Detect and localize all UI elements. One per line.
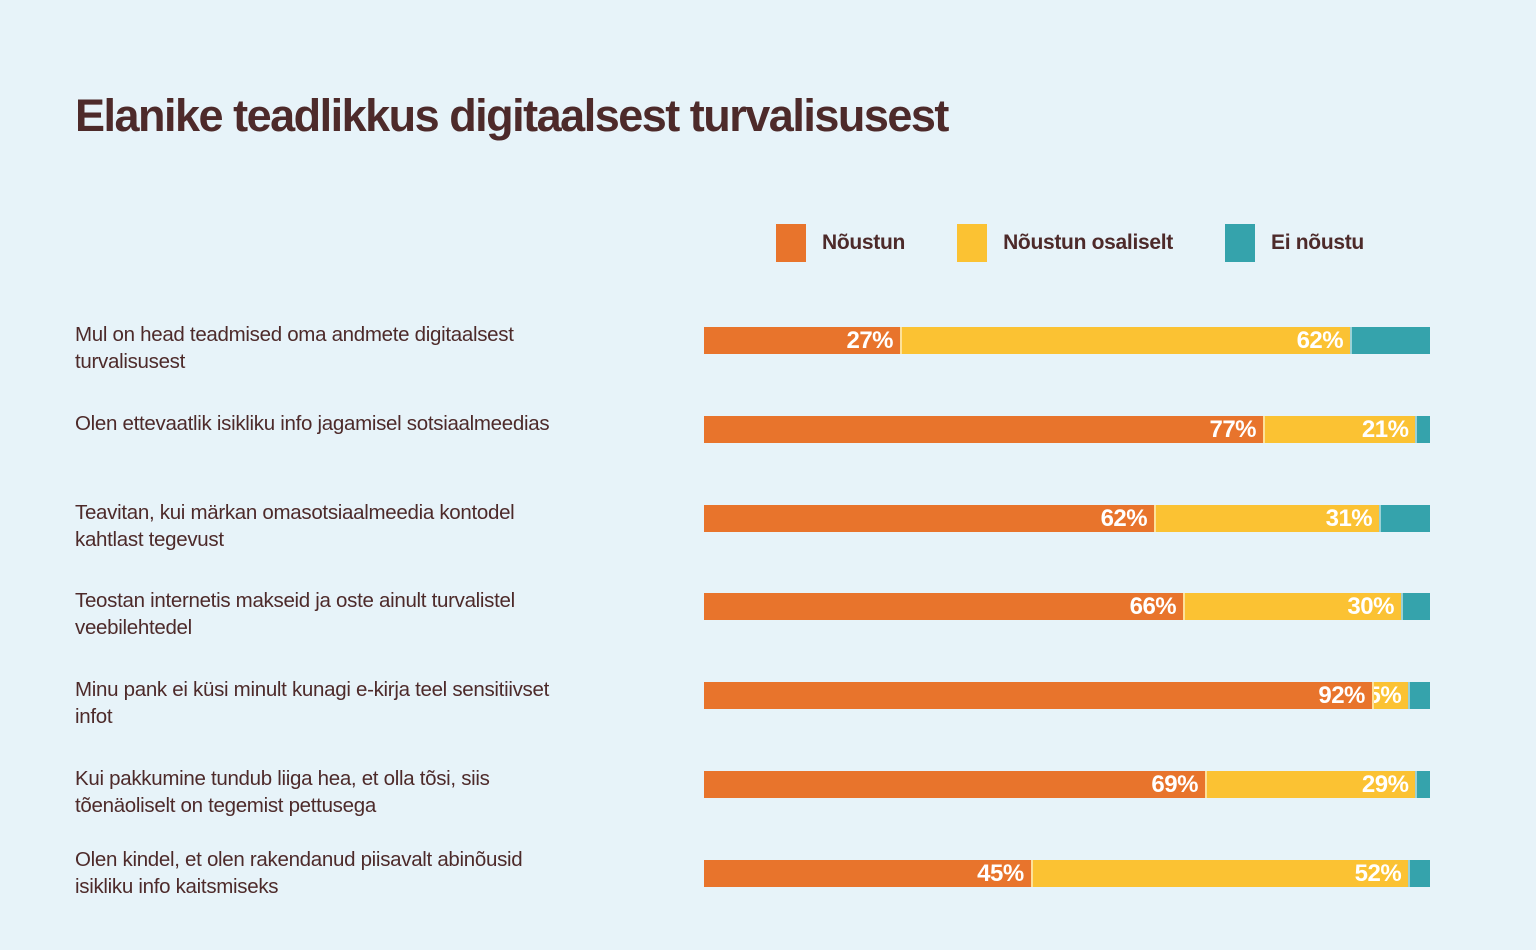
chart-row-4: Teostan internetis makseid ja oste ainul…	[75, 576, 1430, 665]
bar-segment-disagree	[1408, 682, 1430, 710]
legend-item-partial: Nõustun osaliselt	[957, 224, 1173, 262]
bar-segment-partial: 62%	[900, 327, 1351, 354]
segment-value-label: 5%	[1374, 682, 1402, 710]
bar-segment-agree: 45%	[704, 859, 1031, 887]
legend: Nõustun Nõustun osaliselt Ei nõustu	[776, 224, 1364, 262]
stacked-bar: 92% 5%	[704, 682, 1430, 710]
bar-segment-partial: 29%	[1204, 770, 1416, 798]
row-label: Kui pakkumine tundub liiga hea, et olla …	[75, 766, 490, 817]
bar-segment-agree: 77%	[704, 415, 1264, 443]
stacked-bar: 27% 62%	[704, 327, 1430, 354]
bar-segment-disagree	[1408, 859, 1430, 887]
row-label: Olen kindel, et olen rakendanud piisaval…	[75, 847, 523, 898]
stacked-bar: 62% 31%	[704, 504, 1430, 532]
chart-rows: Mul on head teadmised oma andmete digita…	[75, 310, 1430, 932]
row-label: Mul on head teadmised oma andmete digita…	[75, 323, 514, 373]
legend-label-agree: Nõustun	[822, 231, 906, 254]
chart-row-6: Kui pakkumine tundub liiga hea, et olla …	[75, 754, 1430, 843]
legend-swatch-partial	[957, 224, 988, 262]
segment-value-label: 21%	[1361, 415, 1409, 443]
segment-value-label: 31%	[1325, 504, 1373, 532]
bar-segment-partial: 5%	[1371, 682, 1409, 710]
segment-value-label: 30%	[1347, 593, 1394, 621]
bar-segment-agree: 27%	[704, 327, 901, 354]
segment-value-label: 77%	[1209, 415, 1257, 443]
segment-value-label: 69%	[1151, 770, 1198, 798]
legend-swatch-agree	[776, 224, 806, 262]
bar-segment-disagree	[1415, 770, 1430, 798]
bar-segment-partial: 31%	[1154, 504, 1380, 532]
legend-swatch-disagree	[1225, 224, 1255, 262]
legend-label-disagree: Ei nõustu	[1271, 231, 1364, 254]
bar-segment-disagree	[1350, 327, 1430, 354]
row-label: Olen ettevaatlik isikliku info jagamisel…	[75, 411, 550, 435]
row-label: Teostan internetis makseid ja oste ainul…	[75, 589, 515, 640]
chart-row-2: Olen ettevaatlik isikliku info jagamisel…	[75, 399, 1430, 488]
stacked-bar: 77% 21%	[704, 415, 1430, 443]
chart-row-5: Minu pank ei küsi minult kunagi e-kirja …	[75, 665, 1430, 754]
bar-segment-partial: 30%	[1183, 593, 1401, 621]
bar-segment-agree: 66%	[704, 593, 1184, 621]
stacked-bar: 66% 30%	[704, 593, 1430, 621]
segment-value-label: 66%	[1129, 593, 1177, 621]
segment-value-label: 92%	[1318, 682, 1365, 710]
segment-value-label: 62%	[1296, 327, 1344, 354]
chart-row-7: Olen kindel, et olen rakendanud piisaval…	[75, 843, 1430, 932]
row-label: Minu pank ei küsi minult kunagi e-kirja …	[75, 678, 549, 729]
segment-value-label: 45%	[977, 859, 1024, 887]
segment-value-label: 27%	[846, 327, 894, 354]
segment-value-label: 62%	[1100, 504, 1148, 532]
legend-item-disagree: Ei nõustu	[1225, 224, 1364, 262]
bar-segment-disagree	[1415, 415, 1430, 443]
stacked-bar: 69% 29%	[704, 770, 1430, 798]
bar-segment-partial: 21%	[1263, 415, 1416, 443]
bar-segment-agree: 62%	[704, 504, 1155, 532]
bar-segment-partial: 52%	[1030, 859, 1409, 887]
bar-segment-disagree	[1400, 593, 1430, 621]
stacked-bar: 45% 52%	[704, 859, 1430, 887]
bar-segment-agree: 69%	[704, 770, 1205, 798]
segment-value-label: 52%	[1354, 859, 1402, 887]
legend-item-agree: Nõustun	[776, 224, 905, 262]
legend-label-partial: Nõustun osaliselt	[1003, 231, 1173, 254]
page-title: Elanike teadlikkus digitaalsest turvalis…	[75, 90, 949, 141]
bar-segment-agree: 92%	[704, 682, 1372, 710]
row-label: Teavitan, kui märkan omasotsiaalmeedia k…	[75, 500, 515, 551]
chart-row-1: Mul on head teadmised oma andmete digita…	[75, 310, 1430, 399]
chart-row-3: Teavitan, kui märkan omasotsiaalmeedia k…	[75, 488, 1430, 577]
segment-value-label: 29%	[1361, 770, 1409, 798]
bar-segment-disagree	[1379, 504, 1430, 532]
